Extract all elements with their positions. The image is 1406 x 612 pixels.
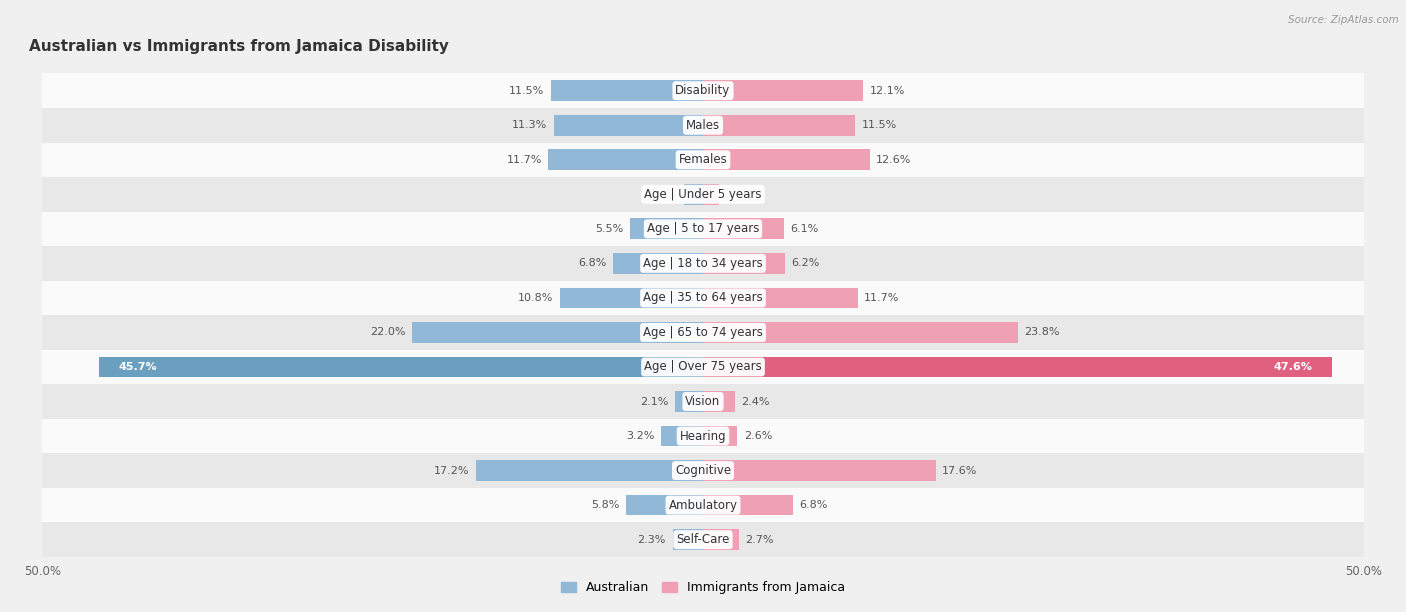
Bar xyxy=(551,80,703,101)
Text: 5.5%: 5.5% xyxy=(596,224,624,234)
Text: Age | 5 to 17 years: Age | 5 to 17 years xyxy=(647,222,759,236)
Bar xyxy=(703,115,855,136)
Text: Ambulatory: Ambulatory xyxy=(668,499,738,512)
Text: 5.8%: 5.8% xyxy=(592,500,620,510)
Bar xyxy=(703,426,737,446)
Text: 6.8%: 6.8% xyxy=(578,258,606,269)
Text: 22.0%: 22.0% xyxy=(370,327,405,337)
Text: 11.5%: 11.5% xyxy=(862,120,897,130)
Text: Hearing: Hearing xyxy=(679,430,727,442)
Text: 3.2%: 3.2% xyxy=(626,431,654,441)
Text: 1.2%: 1.2% xyxy=(725,189,754,200)
Bar xyxy=(661,426,703,446)
Text: 2.6%: 2.6% xyxy=(744,431,772,441)
Bar xyxy=(703,253,785,274)
Bar xyxy=(42,143,1364,177)
Text: 12.6%: 12.6% xyxy=(876,155,911,165)
Text: 6.1%: 6.1% xyxy=(790,224,818,234)
Text: Australian vs Immigrants from Jamaica Disability: Australian vs Immigrants from Jamaica Di… xyxy=(30,39,449,54)
Text: 23.8%: 23.8% xyxy=(1024,327,1060,337)
Text: Disability: Disability xyxy=(675,84,731,97)
Bar xyxy=(475,460,703,481)
Bar xyxy=(42,246,1364,281)
Bar xyxy=(42,212,1364,246)
Bar xyxy=(626,494,703,515)
Bar xyxy=(412,322,703,343)
Bar xyxy=(613,253,703,274)
Bar xyxy=(42,419,1364,453)
Text: Age | Over 75 years: Age | Over 75 years xyxy=(644,360,762,373)
Bar xyxy=(703,460,935,481)
Bar xyxy=(42,384,1364,419)
Bar xyxy=(42,523,1364,557)
Text: 11.5%: 11.5% xyxy=(509,86,544,95)
Text: Vision: Vision xyxy=(685,395,721,408)
Text: Age | 35 to 64 years: Age | 35 to 64 years xyxy=(643,291,763,304)
Bar xyxy=(554,115,703,136)
Bar xyxy=(675,391,703,412)
Text: 2.7%: 2.7% xyxy=(745,535,773,545)
Text: 2.3%: 2.3% xyxy=(637,535,666,545)
Bar xyxy=(42,349,1364,384)
Text: 6.2%: 6.2% xyxy=(792,258,820,269)
Bar xyxy=(560,288,703,308)
Text: Self-Care: Self-Care xyxy=(676,533,730,546)
Text: Source: ZipAtlas.com: Source: ZipAtlas.com xyxy=(1288,15,1399,25)
Bar xyxy=(703,288,858,308)
Bar xyxy=(703,184,718,204)
Bar xyxy=(685,184,703,204)
Text: 11.7%: 11.7% xyxy=(865,293,900,303)
Bar xyxy=(703,149,869,170)
Text: 12.1%: 12.1% xyxy=(869,86,905,95)
Bar xyxy=(98,357,703,378)
Bar xyxy=(630,218,703,239)
Bar xyxy=(703,80,863,101)
Text: 11.7%: 11.7% xyxy=(506,155,541,165)
Bar xyxy=(42,177,1364,212)
Bar xyxy=(672,529,703,550)
Text: Age | 18 to 34 years: Age | 18 to 34 years xyxy=(643,257,763,270)
Legend: Australian, Immigrants from Jamaica: Australian, Immigrants from Jamaica xyxy=(555,576,851,599)
Text: 11.3%: 11.3% xyxy=(512,120,547,130)
Bar xyxy=(42,315,1364,349)
Text: 10.8%: 10.8% xyxy=(519,293,554,303)
Bar xyxy=(42,453,1364,488)
Bar xyxy=(703,494,793,515)
Bar xyxy=(703,218,783,239)
Text: 17.6%: 17.6% xyxy=(942,466,977,476)
Text: 6.8%: 6.8% xyxy=(800,500,828,510)
Text: 47.6%: 47.6% xyxy=(1274,362,1312,372)
Bar xyxy=(42,108,1364,143)
Bar xyxy=(548,149,703,170)
Bar xyxy=(703,529,738,550)
Text: Age | 65 to 74 years: Age | 65 to 74 years xyxy=(643,326,763,339)
Text: Males: Males xyxy=(686,119,720,132)
Text: Females: Females xyxy=(679,153,727,166)
Text: Age | Under 5 years: Age | Under 5 years xyxy=(644,188,762,201)
Bar xyxy=(703,391,735,412)
Bar xyxy=(42,73,1364,108)
Text: 2.1%: 2.1% xyxy=(640,397,669,406)
Bar xyxy=(42,281,1364,315)
Bar xyxy=(703,357,1331,378)
Bar xyxy=(42,488,1364,523)
Bar xyxy=(703,322,1018,343)
Text: 45.7%: 45.7% xyxy=(120,362,157,372)
Text: 17.2%: 17.2% xyxy=(433,466,470,476)
Text: 2.4%: 2.4% xyxy=(741,397,770,406)
Text: Cognitive: Cognitive xyxy=(675,464,731,477)
Text: 1.4%: 1.4% xyxy=(650,189,678,200)
